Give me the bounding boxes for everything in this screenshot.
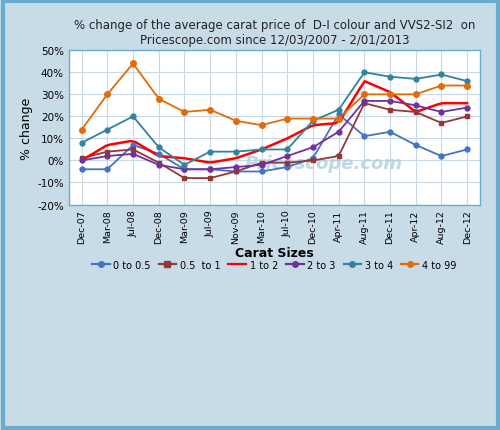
Legend: 0 to 0.5, 0.5  to 1, 1 to 2, 2 to 3, 3 to 4, 4 to 99: 0 to 0.5, 0.5 to 1, 1 to 2, 2 to 3, 3 to… — [88, 256, 461, 274]
Title: % change of the average carat price of  D-I colour and VVS2-SI2  on
Pricescope.c: % change of the average carat price of D… — [74, 19, 475, 47]
Y-axis label: % change: % change — [20, 97, 33, 159]
Text: Pricescope.com: Pricescope.com — [244, 154, 403, 172]
X-axis label: Carat Sizes: Carat Sizes — [235, 246, 314, 259]
